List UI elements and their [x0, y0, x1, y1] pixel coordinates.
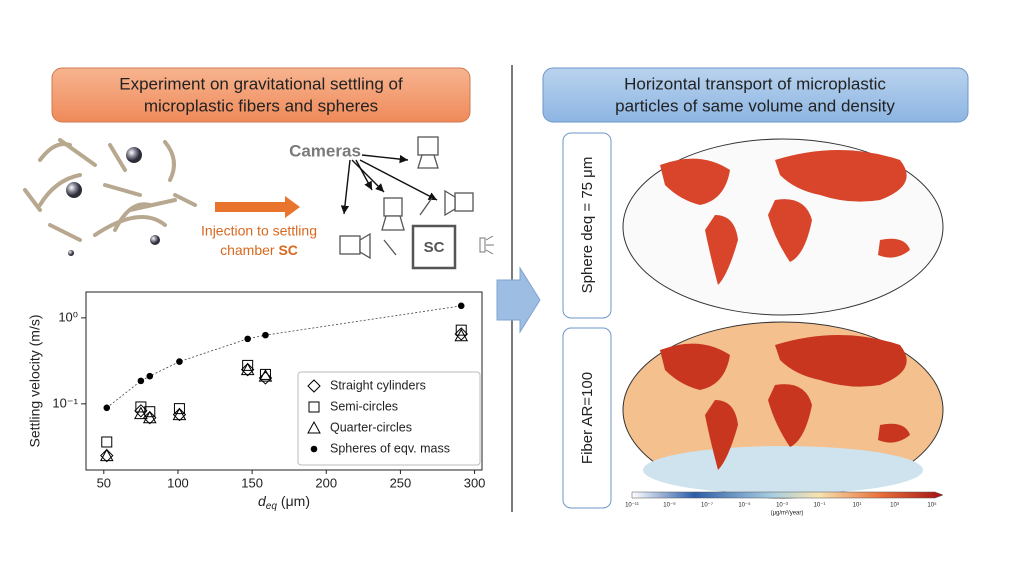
marker-square — [242, 359, 254, 371]
left-title-box — [51, 67, 471, 123]
cameras-label: Cameras — [289, 141, 361, 160]
colorbar-tick: 10⁻¹ — [814, 503, 826, 509]
marker-circle — [262, 331, 269, 339]
injection-label: Injection to settling — [201, 223, 317, 239]
marker-triangle — [134, 406, 148, 420]
fibers — [23, 138, 197, 242]
marker-diamond — [100, 448, 114, 463]
sphere-icon — [68, 250, 74, 256]
x-tick-label: 100 — [167, 475, 189, 490]
marker-triangle — [307, 420, 321, 434]
y-tick-label: 10⁰ — [58, 309, 78, 324]
map-label: Fiber AR=100 — [579, 372, 596, 464]
x-tick-label: 300 — [464, 475, 486, 490]
injection-chamber: SC — [278, 242, 297, 258]
colorbar-tick: 10⁻³ — [776, 503, 788, 509]
colorbar-tick: 10⁻⁵ — [738, 502, 751, 509]
sphere-icon — [126, 147, 142, 163]
southern-ocean — [643, 446, 923, 494]
sphere-icon — [150, 235, 160, 245]
colorbar-tick: 10⁻⁹ — [663, 502, 676, 509]
colorbar-tick: 10¹ — [853, 503, 862, 509]
x-tick-label: 250 — [390, 475, 412, 490]
camera-icons — [339, 136, 474, 260]
legend-label: Straight cylinders — [330, 378, 426, 392]
marker-circle — [146, 372, 154, 380]
legend-box — [297, 371, 481, 466]
colorbar — [631, 491, 944, 499]
y-axis-label: Settling velocity (m/s) — [27, 314, 43, 447]
colorbar-tick: 10⁻¹¹ — [625, 503, 639, 509]
sphere-icon — [66, 182, 82, 198]
x-tick-label: 150 — [241, 475, 263, 490]
x-symbol: d — [258, 493, 267, 509]
x-unit: (μm) — [281, 493, 310, 509]
marker-circle — [137, 377, 145, 385]
x-tick-label: 50 — [97, 475, 111, 490]
flow-arrow — [496, 266, 541, 334]
marker-diamond — [172, 407, 187, 422]
map-panels: Sphere deq = 75 μm Fiber AR=100 (μg/m²/y… — [562, 132, 944, 517]
marker-triangle — [99, 448, 114, 462]
marker-diamond — [258, 371, 273, 385]
right-title-box — [542, 67, 969, 123]
injection-text: chamber — [220, 242, 275, 258]
marker-circle — [103, 404, 111, 412]
marker-square — [144, 406, 156, 418]
colorbar-tick: 10³ — [890, 503, 899, 509]
colorbar-tick: 10⁵ — [927, 502, 937, 509]
marker-circle — [244, 335, 251, 343]
marker-triangle — [240, 362, 255, 376]
marker-triangle — [142, 410, 157, 424]
chamber-label: SC — [424, 239, 445, 256]
legend-label: Spheres of eqv. mass — [330, 441, 450, 455]
camera-arrows — [340, 154, 438, 215]
marker-triangle — [172, 407, 187, 421]
light-icon — [479, 235, 494, 255]
marker-circle — [176, 358, 183, 365]
map-label: Sphere deq = 75 μm — [579, 157, 596, 294]
marker-square — [455, 324, 467, 336]
chamber-box — [411, 224, 457, 270]
marker-diamond — [307, 379, 321, 393]
marker-diamond — [240, 362, 255, 377]
x-subscript: eq — [266, 501, 278, 512]
marker-square — [101, 436, 113, 448]
marker-triangle — [454, 328, 469, 342]
x-tick-label: 200 — [315, 475, 337, 490]
colorbar-tick: 10⁻⁷ — [701, 502, 713, 509]
map-label-box — [562, 132, 612, 319]
left-title: Experiment on gravitational settling of — [119, 74, 403, 93]
marker-circle — [310, 445, 318, 453]
legend-label: Quarter-circles — [330, 420, 412, 434]
marker-square — [173, 403, 185, 415]
legend-label: Semi-circles — [330, 399, 398, 413]
marker-square — [308, 401, 320, 413]
injection-label: chamber SC — [220, 242, 298, 258]
right-title: Horizontal transport of microplastic — [624, 74, 886, 93]
marker-diamond — [454, 327, 468, 341]
colorbar-unit: (μg/m²/year) — [771, 511, 804, 517]
marker-circle — [457, 302, 465, 310]
x-axis-label: deq (μm) — [258, 493, 310, 512]
marker-triangle — [258, 369, 273, 382]
land — [660, 150, 910, 285]
chart: Settling velocity (m/s) deq (μm) 50 100 150… — [27, 291, 486, 512]
map-label-box — [562, 327, 612, 509]
left-title: microplastic fibers and spheres — [144, 96, 378, 115]
y-tick-label: 10⁻¹ — [52, 395, 78, 410]
injection-arrow — [215, 196, 300, 218]
land — [660, 335, 910, 470]
right-title: particles of same volume and density — [615, 96, 895, 115]
